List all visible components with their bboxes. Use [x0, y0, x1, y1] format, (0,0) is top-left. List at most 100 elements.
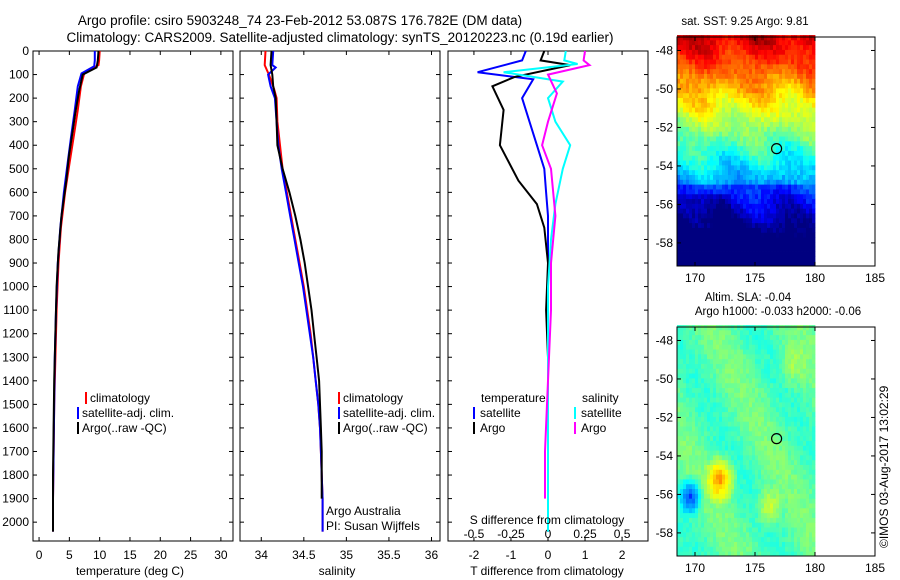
- map-cell: [806, 174, 810, 180]
- map-cell: [704, 232, 708, 238]
- map-cell: [695, 406, 699, 413]
- y-tick-label: 400: [9, 138, 29, 152]
- map-cell: [701, 522, 705, 528]
- map-cell: [767, 474, 771, 480]
- map-cell: [764, 426, 768, 432]
- map-cell: [731, 546, 735, 552]
- map-cell: [689, 256, 693, 262]
- map-cell: [752, 450, 756, 456]
- map-cell: [737, 531, 741, 538]
- map-cell: [809, 329, 813, 336]
- map-cell: [683, 387, 687, 393]
- map-cell: [713, 198, 717, 204]
- map-cell: [686, 136, 690, 142]
- map-cell: [782, 54, 786, 60]
- map-cell: [773, 498, 777, 504]
- x-tick-label: 170: [685, 561, 705, 575]
- map-cell: [770, 402, 774, 408]
- map-cell: [752, 241, 756, 248]
- map-cell: [686, 102, 690, 108]
- map-cell: [809, 155, 813, 161]
- map-cell: [692, 251, 696, 257]
- map-cell: [728, 102, 732, 108]
- map-cell: [749, 63, 753, 70]
- map-cell: [809, 83, 813, 89]
- map-cell: [713, 246, 717, 252]
- map-cell: [701, 54, 705, 60]
- map-cell: [746, 73, 750, 79]
- map-cell: [707, 227, 711, 233]
- map-cell: [791, 503, 795, 509]
- map-cell: [803, 546, 807, 552]
- map-cell: [683, 59, 687, 65]
- map-cell: [695, 49, 699, 55]
- map-cell: [746, 92, 750, 99]
- difference-legend: temperature satellite Argo salinity sate…: [473, 391, 622, 435]
- map-cell: [770, 445, 774, 451]
- map-cell: [686, 517, 690, 523]
- map-cell: [722, 246, 726, 252]
- map-cell: [677, 107, 681, 113]
- map-cell: [788, 541, 792, 547]
- map-cell: [800, 378, 804, 384]
- map-cell: [701, 44, 705, 50]
- map-cell: [737, 329, 741, 336]
- map-cell: [770, 551, 774, 557]
- map-cell: [722, 339, 726, 345]
- map-cell: [698, 488, 702, 494]
- map-cell: [776, 251, 780, 257]
- map-cell: [788, 39, 792, 46]
- map-cell: [707, 232, 711, 238]
- map-cell: [716, 387, 720, 393]
- map-cell: [734, 406, 738, 413]
- map-cell: [749, 517, 753, 523]
- map-cell: [806, 73, 810, 79]
- map-cell: [692, 339, 696, 345]
- map-cell: [758, 541, 762, 547]
- map-cell: [713, 527, 717, 533]
- map-cell: [686, 373, 690, 379]
- map-cell: [761, 54, 765, 60]
- map-cell: [764, 49, 768, 55]
- map-cell: [812, 131, 816, 137]
- map-cell: [803, 213, 807, 219]
- map-cell: [716, 251, 720, 257]
- map-cell: [764, 68, 768, 74]
- map-cell: [710, 256, 714, 262]
- map-cell: [809, 189, 813, 195]
- map-cell: [719, 517, 723, 523]
- map-cell: [761, 217, 765, 224]
- map-cell: [788, 411, 792, 417]
- map-cell: [677, 112, 681, 118]
- map-cell: [710, 368, 714, 374]
- map-cell: [731, 222, 735, 228]
- map-cell: [758, 227, 762, 233]
- map-cell: [755, 546, 759, 552]
- map-cell: [725, 155, 729, 161]
- map-cell: [713, 440, 717, 446]
- map-cell: [683, 217, 687, 224]
- map-cell: [800, 382, 804, 389]
- map-cell: [707, 378, 711, 384]
- map-cell: [761, 406, 765, 413]
- map-cell: [773, 112, 777, 118]
- map-cell: [686, 140, 690, 147]
- map-cell: [701, 334, 705, 340]
- map-cell: [701, 150, 705, 156]
- map-cell: [734, 512, 738, 518]
- map-cell: [731, 126, 735, 132]
- map-cell: [719, 406, 723, 413]
- map-cell: [731, 551, 735, 557]
- map-cell: [743, 435, 747, 441]
- map-cell: [752, 527, 756, 533]
- map-cell: [788, 73, 792, 79]
- map-cell: [689, 402, 693, 408]
- map-cell: [698, 325, 702, 331]
- map-cell: [755, 527, 759, 533]
- map-cell: [722, 88, 726, 94]
- map-cell: [788, 483, 792, 490]
- map-cell: [683, 382, 687, 389]
- difference-panel: -2 -1 0 1 2-0.5 -0.25 0 0.25 0.5: [447, 50, 649, 562]
- map-cell: [743, 402, 747, 408]
- map-cell: [677, 169, 681, 175]
